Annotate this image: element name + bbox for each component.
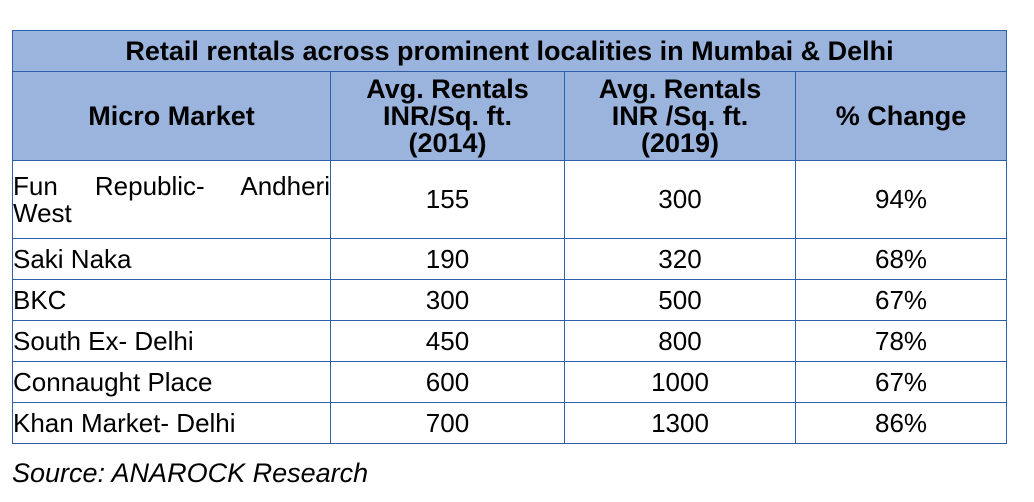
header-rent-2014: Avg. Rentals INR/Sq. ft. (2014) (330, 71, 565, 161)
cell-market: Saki Naka (12, 238, 331, 280)
rentals-table-container: Retail rentals across prominent localiti… (11, 30, 1008, 444)
source-caption: Source: ANAROCK Research (12, 458, 369, 488)
header-rent-2019-line2: INR /Sq. ft. (611, 100, 749, 131)
table-title-row: Retail rentals across prominent localiti… (11, 30, 1008, 72)
cell-rent-2019: 800 (564, 320, 796, 362)
cell-change: 86% (794, 402, 1008, 444)
cell-change: 67% (794, 279, 1008, 321)
table-row: BKC 300 500 67% (12, 279, 1008, 321)
rentals-table: Retail rentals across prominent localiti… (11, 30, 1008, 444)
cell-rent-2019: 320 (564, 238, 796, 280)
header-rent-2014-line2: INR/Sq. ft. (383, 100, 512, 131)
cell-change: 67% (794, 361, 1008, 403)
table-header-row: Micro Market Avg. Rentals INR/Sq. ft. (2… (12, 71, 1008, 161)
cell-rent-2014: 600 (330, 361, 565, 403)
cell-rent-2014: 450 (330, 320, 565, 362)
cell-market: Connaught Place (12, 361, 331, 403)
cell-rent-2014: 700 (330, 402, 565, 444)
cell-rent-2014: 155 (330, 160, 565, 239)
cell-rent-2019: 300 (564, 160, 796, 239)
header-rent-2019-line3: (2019) (640, 127, 720, 158)
cell-market: Fun Republic- Andheri West (12, 160, 331, 239)
cell-change: 68% (794, 238, 1008, 280)
header-rent-2014-line1: Avg. Rentals (366, 73, 529, 104)
table-title: Retail rentals across prominent localiti… (11, 30, 1008, 72)
cell-rent-2019: 500 (564, 279, 796, 321)
table-row: Khan Market- Delhi 700 1300 86% (12, 402, 1008, 444)
cell-market: BKC (12, 279, 331, 321)
header-rent-2014-line3: (2014) (408, 127, 487, 158)
header-micro-market: Micro Market (12, 71, 331, 161)
header-rent-2019-line1: Avg. Rentals (598, 73, 762, 104)
cell-rent-2019: 1300 (564, 402, 796, 444)
header-rent-2019: Avg. Rentals INR /Sq. ft. (2019) (564, 71, 796, 161)
table-row: Saki Naka 190 320 68% (12, 238, 1008, 280)
cell-rent-2014: 300 (330, 279, 565, 321)
cell-rent-2014: 190 (330, 238, 565, 280)
header-change: % Change (794, 71, 1008, 161)
cell-market: Khan Market- Delhi (12, 402, 331, 444)
cell-change: 94% (794, 160, 1008, 239)
table-row: South Ex- Delhi 450 800 78% (12, 320, 1008, 362)
table-row: Fun Republic- Andheri West 155 300 94% (12, 160, 1008, 239)
cell-rent-2019: 1000 (564, 361, 796, 403)
cell-change: 78% (794, 320, 1008, 362)
cell-market: South Ex- Delhi (12, 320, 331, 362)
table-row: Connaught Place 600 1000 67% (12, 361, 1008, 403)
